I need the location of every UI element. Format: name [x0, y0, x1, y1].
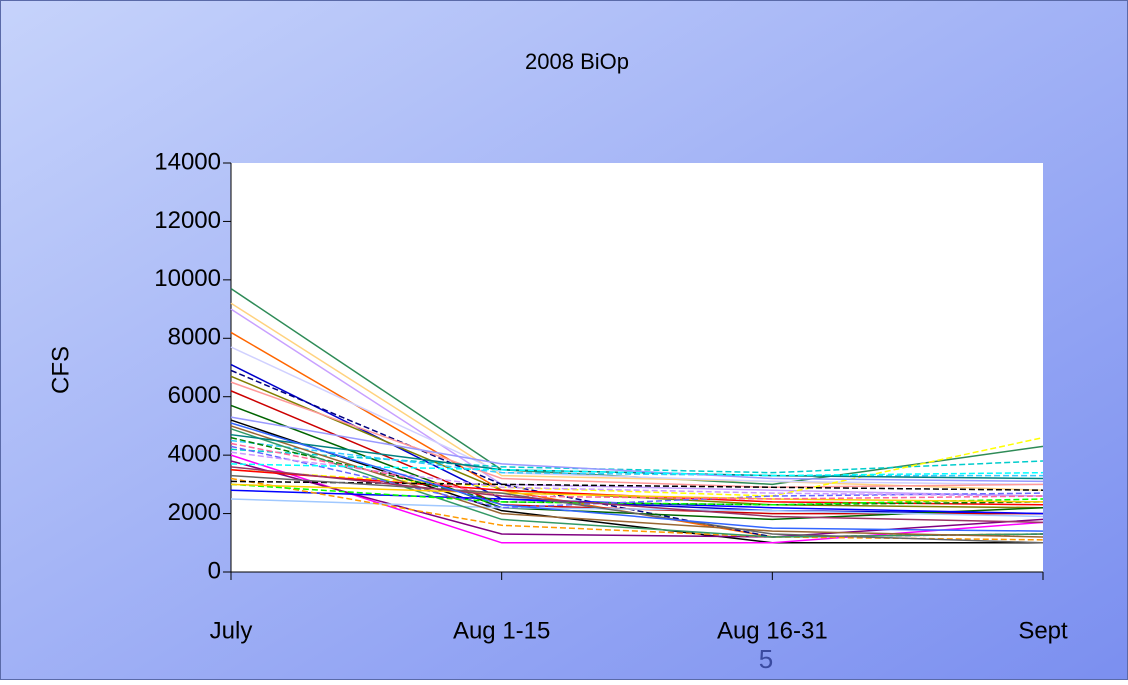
y-tick-label: 10000: [154, 265, 221, 292]
y-tick-label: 8000: [168, 324, 221, 351]
series-line: [230, 428, 1044, 538]
series-line: [230, 463, 1044, 477]
y-tick-label: 14000: [154, 148, 221, 175]
y-tick-label: 6000: [168, 382, 221, 409]
series-line: [230, 474, 1044, 544]
series-line: [230, 480, 1044, 491]
series-line: [230, 381, 1044, 489]
y-tick-label: 12000: [154, 207, 221, 234]
x-tick-label: July: [210, 617, 253, 644]
x-tick-label: Aug 16-31: [717, 617, 828, 644]
series-line: [230, 436, 1044, 497]
series-line: [230, 363, 1044, 515]
series-line: [230, 442, 1044, 500]
y-axis-label: CFS: [47, 346, 74, 394]
series-line: [230, 439, 1043, 477]
series-line: [230, 483, 1044, 503]
series-line: [230, 483, 1044, 506]
series-line: [230, 466, 1044, 524]
series-line: [230, 346, 1044, 486]
x-tick-label: Aug 1-15: [453, 617, 550, 644]
series-line: [230, 454, 1044, 544]
y-tick-label: 4000: [168, 440, 221, 467]
chart-title: 2008 BiOp: [525, 49, 629, 74]
series-line: [230, 375, 1044, 509]
series-line: [230, 422, 1044, 532]
series-line: [230, 308, 1044, 497]
series-line: [230, 498, 1044, 518]
x-tick-label: Sept: [1018, 617, 1068, 644]
y-tick-label: 0: [208, 557, 221, 584]
y-tick-label: 2000: [168, 499, 221, 526]
series-line: [230, 416, 1044, 483]
slide-number: 5: [759, 644, 773, 674]
series-line: [230, 445, 1044, 509]
series-line: [230, 460, 1044, 538]
series-line: [230, 419, 1043, 544]
